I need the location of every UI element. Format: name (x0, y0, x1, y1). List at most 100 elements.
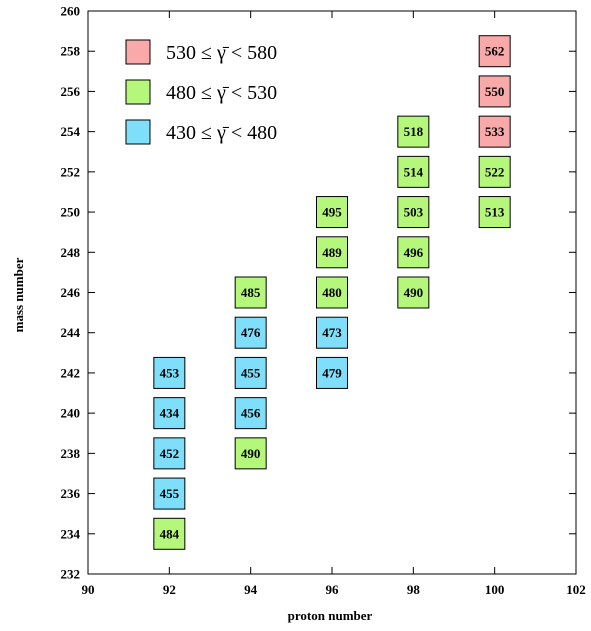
cell-box (234, 316, 267, 349)
cell-value: 489 (322, 245, 342, 260)
y-axis: 232 234 236 238 240 242 244 246 248 250 252 254 256 2… (61, 4, 576, 582)
data-cell: 476 (234, 316, 267, 349)
legend-label: 430 ≤ γ̄ < 480 (166, 122, 277, 144)
legend-swatch (125, 39, 151, 65)
x-tick-label: 90 (82, 582, 95, 597)
cell-value: 473 (322, 325, 342, 340)
cell-value: 518 (404, 124, 424, 139)
cell-box (153, 437, 186, 470)
cell-box (153, 356, 186, 389)
cell-value: 434 (160, 406, 180, 421)
y-axis-label: mass number (11, 257, 26, 332)
x-tick-label: 98 (407, 582, 421, 597)
cell-value: 496 (404, 245, 424, 260)
legend-label: 480 ≤ γ̄ < 530 (166, 82, 277, 104)
y-tick-label: 258 (61, 44, 81, 59)
cell-value: 479 (322, 365, 342, 380)
x-tick-label: 102 (566, 582, 586, 597)
cell-box (316, 356, 348, 389)
x-tick-label: 92 (163, 582, 176, 597)
cell-value: 484 (160, 526, 180, 541)
data-cell: 485 (234, 276, 267, 309)
cell-value: 455 (160, 486, 180, 501)
cell-box (234, 437, 267, 470)
cell-box (478, 155, 511, 188)
data-cell: 503 (397, 196, 430, 229)
cell-box (478, 115, 511, 148)
cell-box (234, 276, 267, 309)
legend-entry: 480 ≤ γ̄ < 530 (125, 79, 277, 105)
legend-label: 530 ≤ γ̄ < 580 (166, 42, 277, 64)
data-cell: 522 (478, 155, 511, 188)
data-cell: 489 (316, 236, 348, 269)
cell-value: 476 (241, 325, 261, 340)
data-cell: 562 (478, 35, 511, 68)
x-tick-label: 96 (326, 582, 340, 597)
cell-box (478, 196, 511, 229)
cell-value: 455 (241, 365, 261, 380)
data-cell: 455 (234, 356, 267, 389)
cell-value: 480 (322, 285, 342, 300)
data-cell: 434 (153, 397, 186, 430)
cell-value: 513 (485, 205, 505, 220)
cell-box (234, 397, 267, 430)
cell-value: 522 (485, 164, 505, 179)
data-cell: 480 (316, 276, 348, 309)
cell-value: 453 (160, 365, 180, 380)
cell-value: 495 (322, 205, 342, 220)
cell-box (153, 477, 186, 510)
data-cell: 495 (316, 196, 348, 229)
y-tick-label: 238 (61, 446, 81, 461)
legend: 530 ≤ γ̄ < 580 480 ≤ γ̄ < 530 430 ≤ γ̄ < 4… (125, 39, 277, 145)
y-tick-label: 256 (61, 84, 81, 99)
y-tick-label: 242 (61, 365, 81, 380)
x-axis-label: proton number (288, 608, 373, 623)
cell-box (397, 115, 430, 148)
data-cell: 513 (478, 196, 511, 229)
data-cell: 496 (397, 236, 430, 269)
y-tick-label: 246 (61, 285, 81, 300)
cell-box (153, 517, 186, 550)
cell-box (478, 35, 511, 68)
data-cell: 550 (478, 75, 511, 108)
cell-box (397, 236, 430, 269)
cell-box (397, 196, 430, 229)
y-tick-label: 236 (61, 486, 81, 501)
y-tick-label: 244 (61, 325, 81, 340)
cell-value: 490 (404, 285, 424, 300)
data-cells: 484 455 452 434 453 490 456 455 476 485 479 473 480 4… (153, 35, 511, 550)
cell-box (316, 196, 348, 229)
cell-box (397, 276, 430, 309)
data-cell: 484 (153, 517, 186, 550)
data-cell: 455 (153, 477, 186, 510)
y-tick-label: 240 (61, 406, 81, 421)
data-cell: 514 (397, 155, 430, 188)
legend-entry: 430 ≤ γ̄ < 480 (125, 119, 277, 145)
cell-box (397, 155, 430, 188)
cell-value: 562 (485, 44, 505, 59)
y-tick-label: 252 (61, 164, 81, 179)
x-axis: 90 92 94 96 98 100 102 (82, 11, 586, 597)
data-cell: 456 (234, 397, 267, 430)
cell-box (316, 276, 348, 309)
y-tick-label: 260 (61, 4, 81, 19)
y-tick-label: 234 (61, 526, 81, 541)
cell-box (316, 316, 348, 349)
y-tick-label: 248 (61, 245, 81, 260)
data-cell: 490 (234, 437, 267, 470)
cell-box (153, 397, 186, 430)
data-cell: 533 (478, 115, 511, 148)
data-cell: 479 (316, 356, 348, 389)
legend-swatch (125, 79, 151, 105)
cell-value: 533 (485, 124, 505, 139)
cell-value: 514 (404, 164, 424, 179)
data-cell: 518 (397, 115, 430, 148)
cell-value: 490 (241, 446, 261, 461)
cell-box (478, 75, 511, 108)
x-tick-label: 100 (485, 582, 505, 597)
cell-box (316, 236, 348, 269)
cell-value: 452 (160, 446, 180, 461)
data-cell: 473 (316, 316, 348, 349)
cell-value: 503 (404, 205, 424, 220)
